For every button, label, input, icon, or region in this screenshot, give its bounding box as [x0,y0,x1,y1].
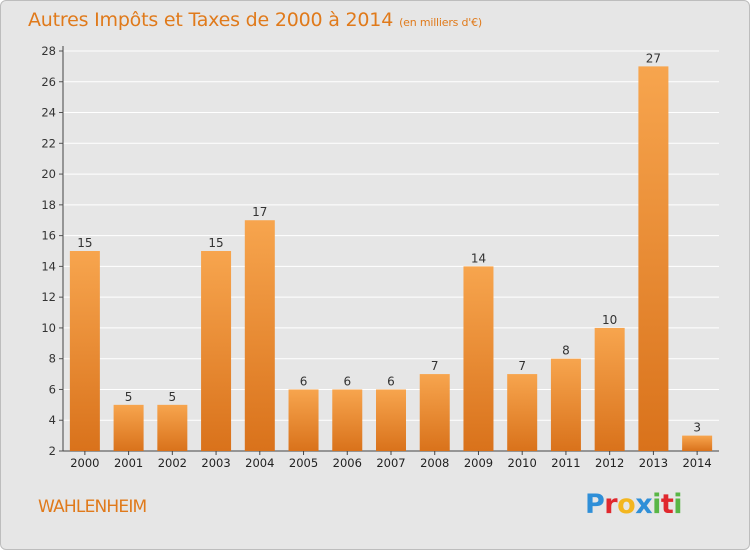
bar-2013 [638,66,669,451]
y-tick-label: 24 [41,106,56,120]
data-label: 10 [602,313,617,327]
logo-letter: i [673,489,683,520]
y-tick-label: 26 [41,75,56,89]
data-label: 7 [518,359,526,373]
bar-2014 [682,435,713,451]
x-tick-label: 2010 [508,456,537,470]
chart-title: Autres Impôts et Taxes de 2000 à 2014 (en… [28,9,482,31]
logo-letter: P [585,489,605,520]
bar-2006 [332,389,363,451]
data-label: 8 [562,344,570,358]
bar-2009 [463,266,494,451]
y-tick-label: 8 [49,352,56,366]
logo-letter: t [660,489,674,520]
place-name: WAHLENHEIM [38,497,147,517]
bars [69,66,713,451]
chart-subtitle: (en milliers d'€) [399,16,482,29]
data-label: 5 [169,390,177,404]
y-tick-label: 16 [41,229,56,243]
y-tick-label: 12 [41,290,56,304]
proxiti-logo: Proxiti [585,489,683,520]
data-label: 5 [125,390,133,404]
x-tick-label: 2003 [201,456,230,470]
data-label: 15 [208,236,223,250]
logo-letter: i [652,489,661,520]
x-tick-label: 2009 [464,456,493,470]
data-labels: 15 5 5 15 17 6 6 6 7 14 7 8 10 27 3 [77,51,701,434]
bar-2005 [288,389,319,451]
x-tick-label: 2012 [595,456,624,470]
x-tick-label: 2001 [114,456,143,470]
x-tick-label: 2000 [70,456,99,470]
bar-2001 [113,404,144,451]
y-tick-label: 4 [49,413,56,427]
y-tick-label: 22 [41,136,56,150]
bar-2012 [594,327,625,451]
x-tick-label: 2002 [158,456,187,470]
bar-2010 [507,374,538,451]
bar-2011 [550,358,581,451]
bar-2000 [69,251,100,451]
y-tick-label: 6 [49,382,56,396]
data-label: 17 [252,205,267,219]
y-tick-label: 20 [41,167,56,181]
bar-2007 [376,389,406,451]
data-label: 14 [471,251,486,265]
x-tick-label: 2013 [639,456,668,470]
bar-2008 [419,374,450,451]
data-label: 7 [431,359,439,373]
x-tick-label: 2005 [289,456,318,470]
y-tick-label: 2 [49,444,56,458]
logo-letter: x [635,489,653,520]
bar-2003 [201,251,232,451]
logo-letter: o [617,489,636,520]
data-label: 27 [646,51,661,65]
bar-2002 [157,404,188,451]
y-tick-label: 18 [41,198,56,212]
x-tick-label: 2004 [245,456,274,470]
x-tick-labels: 2000 2001 2002 2003 2004 2005 2006 2007 2008 2009… [70,451,712,470]
data-label: 6 [300,374,308,388]
x-tick-label: 2008 [420,456,449,470]
y-tick-label: 28 [41,44,56,58]
chart-title-text: Autres Impôts et Taxes de 2000 à 2014 [28,9,394,31]
data-label: 3 [693,421,701,435]
x-tick-label: 2011 [551,456,580,470]
data-label: 15 [77,236,92,250]
y-tick-label: 14 [41,259,56,273]
logo-letter: r [604,489,618,520]
x-tick-label: 2006 [333,456,362,470]
bar-2004 [244,220,275,451]
x-tick-label: 2014 [682,456,711,470]
y-tick-label: 10 [41,321,56,335]
data-label: 6 [387,374,395,388]
data-label: 6 [343,374,351,388]
x-tick-label: 2007 [376,456,405,470]
